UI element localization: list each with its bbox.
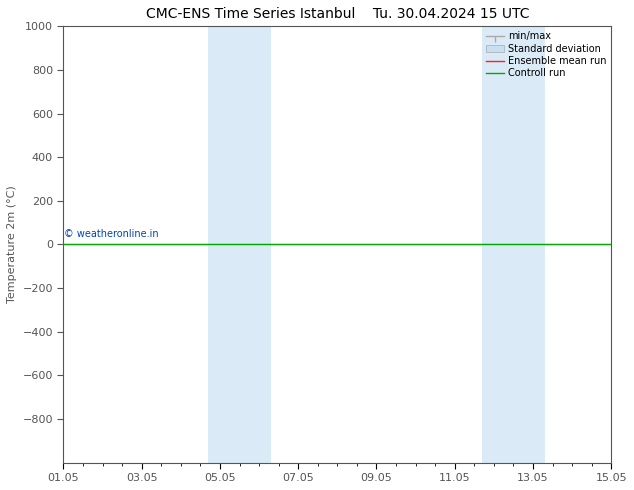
Bar (482, 26, 545, 463)
Title: CMC-ENS Time Series Istanbul    Tu. 30.04.2024 15 UTC: CMC-ENS Time Series Istanbul Tu. 30.04.2… (146, 7, 529, 21)
Legend: min/max, Standard deviation, Ensemble mean run, Controll run: min/max, Standard deviation, Ensemble me… (484, 29, 609, 80)
Bar (208, 26, 271, 463)
Text: © weatheronline.in: © weatheronline.in (64, 228, 159, 239)
Y-axis label: Temperature 2m (°C): Temperature 2m (°C) (7, 186, 17, 303)
